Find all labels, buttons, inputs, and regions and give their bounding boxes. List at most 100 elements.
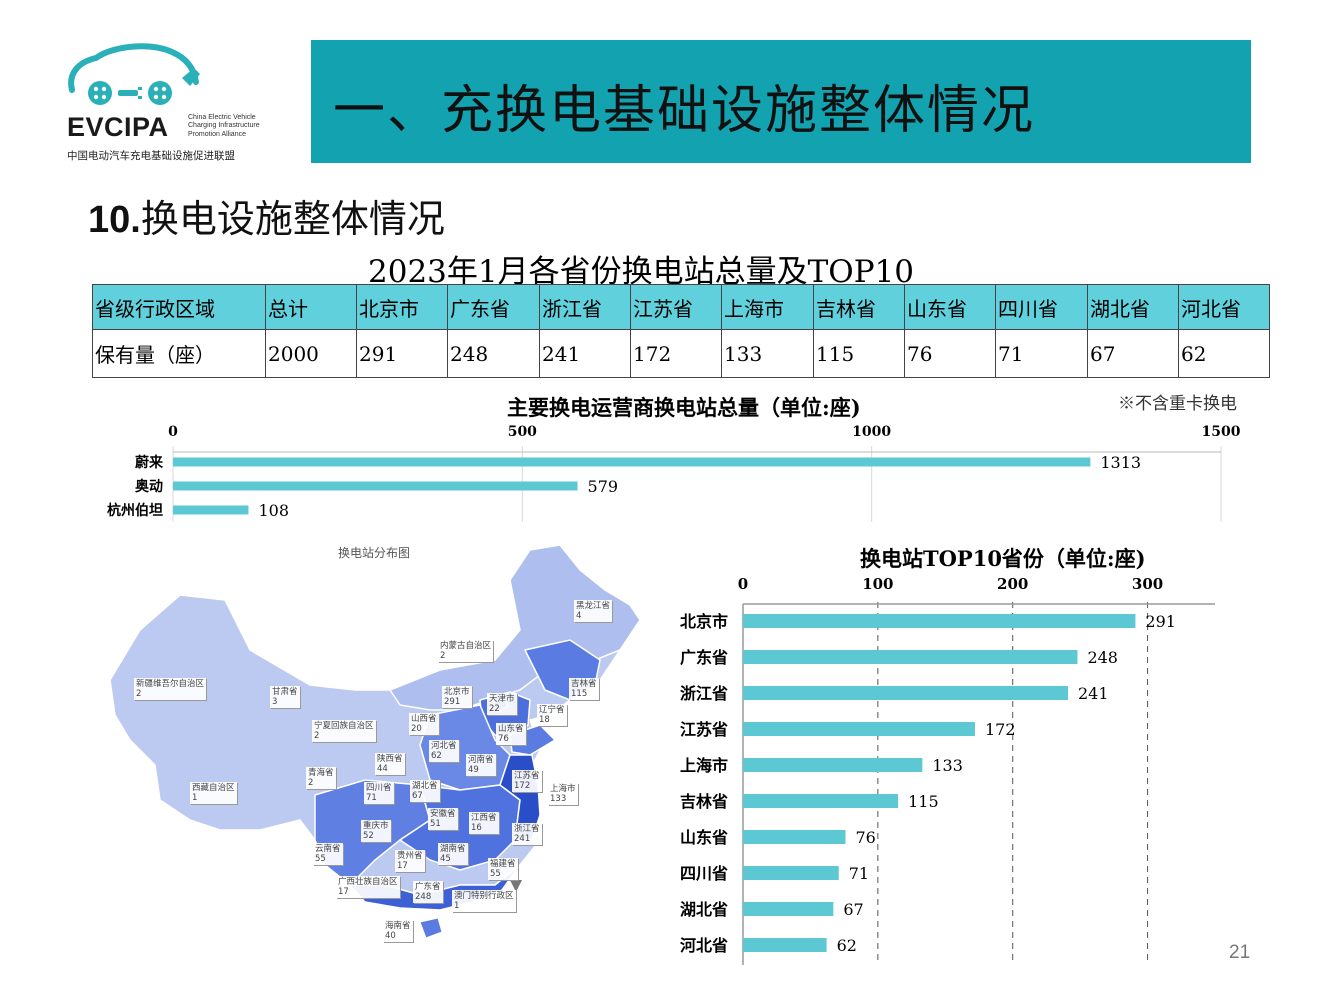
category-label: 广东省: [680, 648, 728, 667]
china-province-map: [109, 544, 641, 939]
table-cell: 248: [447, 329, 540, 378]
map-province-value: 67: [412, 791, 423, 801]
map-province-name: 澳门特别行政区: [454, 891, 514, 901]
category-label: 江苏省: [680, 720, 728, 739]
map-province-value: 2: [440, 651, 446, 661]
map-province-name: 吉林省: [571, 679, 597, 689]
map-province-label: 天津市 22: [487, 693, 517, 715]
map-province-label: 江苏省 172: [512, 770, 542, 792]
map-province-label: 浙江省 241: [512, 823, 542, 845]
bar: [173, 505, 249, 515]
map-title: 换电站分布图: [338, 546, 411, 560]
map-province-name: 云南省: [315, 844, 341, 854]
map-province-label: 内蒙古自治区 2: [438, 640, 494, 662]
x-tick-label: 1500: [1202, 424, 1241, 440]
table-cell: 保有量（座）: [92, 329, 266, 378]
table-value-row: 保有量（座） 2000 291 248 241 172 133 115 76 7…: [92, 329, 1270, 378]
data-label: 133: [932, 756, 963, 775]
footnote-note: ※不含重卡换电: [1118, 394, 1237, 414]
bar: [743, 758, 923, 772]
map-province-value: 1: [192, 793, 198, 803]
table-header-cell: 江苏省: [630, 284, 722, 330]
map-province-label: 湖南省 45: [438, 843, 468, 865]
category-label: 吉林省: [680, 792, 728, 811]
map-province-name: 河南省: [468, 755, 494, 765]
map-province-name: 四川省: [366, 783, 392, 793]
bar: [743, 686, 1069, 700]
map-province-name: 辽宁省: [539, 705, 565, 715]
logo-english-line: China Electric Vehicle: [188, 114, 256, 121]
map-province-label: 四川省 71: [364, 782, 394, 804]
data-label: 62: [837, 936, 857, 955]
top10-bar-chart: 0 100 200 300 北京市 291 广东省 248 浙江省 241 江苏省 172 上海市 133…: [680, 575, 1215, 965]
bar: [743, 614, 1136, 628]
logo-english-line: Charging Infrastructure: [188, 122, 260, 130]
table-header-cell: 上海市: [721, 284, 814, 330]
map-province-name: 西藏自治区: [192, 783, 235, 793]
map-province-value: 22: [489, 704, 500, 714]
map-province-name: 山西省: [411, 714, 437, 724]
table-header-cell: 湖北省: [1087, 284, 1179, 330]
table-cell: 2000: [265, 329, 357, 378]
map-province-name: 天津市: [489, 694, 515, 704]
map-province-label: 宁夏回族自治区 2: [312, 720, 376, 742]
map-province-name: 山东省: [498, 724, 524, 734]
map-province-label: 河南省 49: [466, 754, 496, 776]
map-province-name: 新疆维吾尔自治区: [136, 679, 205, 689]
logo-english-line: Promotion Alliance: [188, 130, 246, 138]
x-tick-label: 500: [508, 424, 537, 440]
map-province-label: 河北省 62: [429, 740, 459, 762]
map-province-value: 241: [514, 834, 531, 844]
logo-chinese-name: 中国电动汽车充电基础设施促进联盟: [67, 150, 235, 162]
map-province-value: 248: [415, 892, 432, 902]
bar: [743, 866, 839, 880]
map-province-value: 51: [430, 819, 441, 829]
category-label: 浙江省: [680, 684, 728, 703]
map-province-name: 陕西省: [377, 754, 403, 764]
bar: [743, 902, 834, 916]
map-province-value: 2: [308, 778, 314, 788]
map-province-label: 安徽省 51: [428, 808, 458, 830]
data-label: 579: [588, 477, 619, 496]
bar: [743, 794, 899, 808]
map-province-name: 黑龙江省: [576, 601, 611, 611]
map-province-label: 广东省 248: [413, 881, 443, 903]
map-province-value: 55: [490, 869, 501, 879]
data-label: 108: [258, 501, 289, 520]
table-cell: 62: [1178, 329, 1270, 378]
logo-acronym: EVCIPA: [67, 112, 169, 142]
map-province-label: 青海省 2: [306, 767, 336, 789]
table-cell: 241: [539, 329, 631, 378]
section-number: 10.: [88, 199, 141, 241]
data-label: 115: [908, 792, 939, 811]
table-header-cell: 山东省: [904, 284, 996, 330]
x-tick-label: 0: [738, 575, 748, 593]
bar: [173, 457, 1091, 467]
x-tick-label: 300: [1132, 575, 1163, 593]
table-cell: 291: [356, 329, 448, 378]
map-province-label: 陕西省 44: [375, 753, 405, 775]
map-province-value: 71: [366, 793, 377, 803]
category-label: 上海市: [680, 756, 728, 775]
map-province-label: 吉林省 115: [569, 678, 599, 700]
map-province-name: 贵州省: [397, 851, 423, 861]
category-label: 山东省: [680, 828, 728, 847]
map-province-value: 55: [315, 854, 326, 864]
map-province-name: 广西壮族自治区: [338, 877, 398, 887]
ev-car-logo-icon: [68, 43, 200, 105]
data-label: 291: [1145, 612, 1176, 631]
data-label: 67: [843, 900, 863, 919]
map-province-label: 新疆维吾尔自治区 2: [134, 678, 207, 700]
map-province-label: 辽宁省 18: [537, 704, 567, 726]
map-province-value: 133: [550, 794, 567, 804]
x-tick-label: 0: [168, 424, 178, 440]
section-title-text: 换电设施整体情况: [140, 197, 445, 241]
table-header-row: 省级行政区域 总计 北京市 广东省 浙江省 江苏省 上海市 吉林省 山东省 四川…: [92, 284, 1270, 330]
map-province-label: 福建省 55: [488, 858, 518, 880]
map-province-label: 澳门特别行政区 1: [452, 890, 516, 912]
map-province-label: 西藏自治区 1: [190, 782, 237, 804]
banner-title: 一、充换电基础设施整体情况: [333, 81, 1036, 141]
bar: [743, 650, 1078, 664]
map-province-value: 18: [539, 715, 550, 725]
category-label: 四川省: [680, 864, 728, 883]
